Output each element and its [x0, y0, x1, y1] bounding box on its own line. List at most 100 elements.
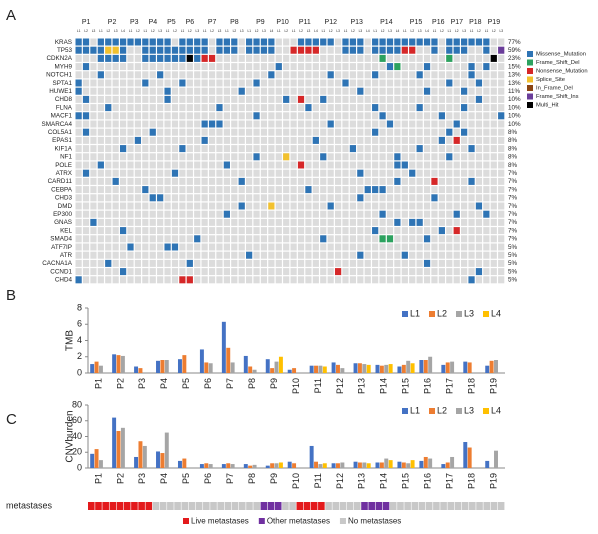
- empty-cell: [194, 251, 201, 259]
- empty-cell: [90, 243, 97, 251]
- empty-cell: [246, 243, 253, 251]
- empty-cell: [357, 79, 364, 87]
- empty-cell: [134, 210, 142, 218]
- sample-label: L2: [173, 29, 177, 33]
- empty-cell: [283, 210, 290, 218]
- empty-cell: [305, 128, 312, 136]
- legend-label: Frame_Shift_Ins: [536, 94, 579, 100]
- bar: [199, 464, 204, 468]
- mutation-cell: [119, 227, 127, 235]
- mutation-cell: [372, 38, 379, 46]
- empty-cell: [157, 276, 164, 284]
- empty-cell: [305, 112, 312, 120]
- empty-cell: [194, 268, 201, 276]
- empty-cell: [475, 251, 483, 259]
- empty-cell: [127, 71, 134, 79]
- y-tick-label: 2: [77, 351, 82, 361]
- empty-cell: [305, 87, 312, 95]
- empty-cell: [246, 276, 253, 284]
- empty-cell: [186, 153, 193, 161]
- empty-cell: [305, 63, 312, 71]
- empty-cell: [453, 235, 460, 243]
- empty-cell: [171, 210, 179, 218]
- bar: [221, 321, 226, 373]
- empty-cell: [327, 63, 334, 71]
- mutation-cell: [283, 153, 290, 161]
- empty-cell: [490, 38, 497, 46]
- empty-cell: [253, 227, 260, 235]
- empty-cell: [401, 71, 408, 79]
- empty-cell: [379, 194, 386, 202]
- empty-cell: [475, 87, 483, 95]
- empty-cell: [90, 87, 97, 95]
- empty-cell: [90, 112, 97, 120]
- empty-cell: [134, 186, 142, 194]
- empty-cell: [283, 79, 290, 87]
- empty-cell: [320, 251, 327, 259]
- empty-cell: [305, 136, 312, 144]
- empty-cell: [401, 120, 408, 128]
- empty-cell: [357, 120, 364, 128]
- empty-cell: [208, 218, 216, 226]
- empty-cell: [416, 202, 423, 210]
- empty-cell: [290, 186, 297, 194]
- sample-label: L3: [92, 29, 96, 33]
- empty-cell: [498, 104, 505, 112]
- empty-cell: [334, 112, 342, 120]
- sample-label: L2: [151, 29, 155, 33]
- mutation-cell: [372, 186, 379, 194]
- empty-cell: [483, 79, 490, 87]
- empty-cell: [312, 210, 319, 218]
- metastasis-cell: [389, 502, 397, 510]
- mutation-cell: [394, 38, 401, 46]
- empty-cell: [127, 194, 134, 202]
- empty-cell: [490, 169, 497, 177]
- empty-cell: [134, 161, 142, 169]
- legend-label: L3: [464, 308, 474, 318]
- mutation-cell: [468, 145, 475, 153]
- empty-cell: [342, 218, 349, 226]
- empty-cell: [186, 87, 193, 95]
- empty-cell: [372, 251, 379, 259]
- empty-cell: [231, 235, 238, 243]
- legend-label: Multi_Hit: [536, 103, 559, 109]
- empty-cell: [401, 87, 408, 95]
- bar: [441, 364, 446, 373]
- panel-label: B: [6, 287, 16, 304]
- empty-cell: [238, 169, 245, 177]
- mutation-cell: [149, 38, 156, 46]
- empty-cell: [75, 186, 82, 194]
- metastasis-cell: [195, 502, 203, 510]
- empty-cell: [431, 54, 438, 62]
- empty-cell: [119, 177, 127, 185]
- bar: [138, 441, 143, 468]
- empty-cell: [416, 63, 423, 71]
- empty-cell: [194, 161, 201, 169]
- x-tick-label: P10: [291, 378, 301, 394]
- empty-cell: [394, 202, 401, 210]
- mutation-cell: [171, 54, 179, 62]
- empty-cell: [305, 145, 312, 153]
- empty-cell: [171, 276, 179, 284]
- empty-cell: [194, 71, 201, 79]
- gene-label: NF1: [60, 154, 72, 161]
- mutation-cell: [401, 161, 408, 169]
- empty-cell: [142, 104, 149, 112]
- mutation-cell: [401, 251, 408, 259]
- bar: [226, 347, 231, 373]
- sample-label: L2: [233, 29, 237, 33]
- empty-cell: [216, 276, 223, 284]
- mutation-cell: [461, 128, 468, 136]
- mutation-cell: [342, 46, 349, 54]
- legend-label: Missense_Mutation: [536, 52, 586, 58]
- empty-cell: [216, 87, 223, 95]
- empty-cell: [320, 194, 327, 202]
- mutation-cell: [423, 259, 431, 267]
- empty-cell: [149, 95, 156, 103]
- empty-cell: [238, 46, 245, 54]
- metastasis-cell: [88, 502, 95, 510]
- empty-cell: [290, 153, 297, 161]
- empty-cell: [119, 218, 127, 226]
- empty-cell: [305, 120, 312, 128]
- empty-cell: [438, 235, 445, 243]
